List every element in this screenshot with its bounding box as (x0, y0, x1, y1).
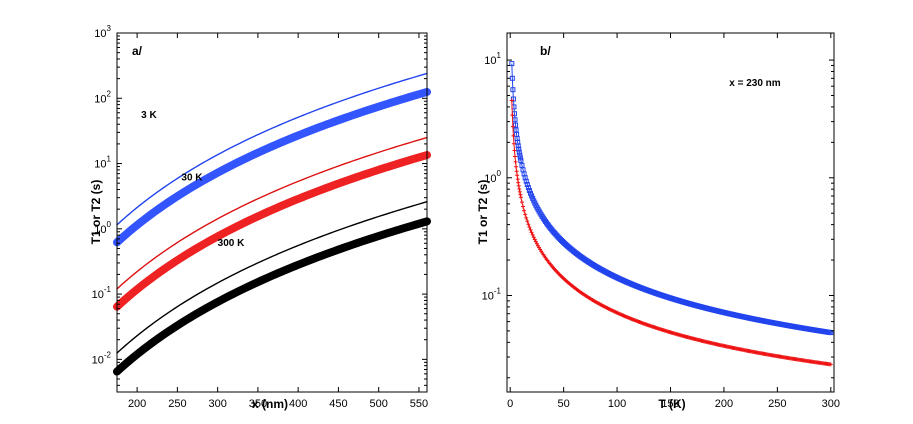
series-t2 (509, 98, 833, 367)
chart-a-annotation-300k: 300 K (218, 238, 245, 249)
x-tick-label: 250 (768, 398, 786, 410)
y-tick-label: 103 (94, 24, 111, 40)
chart-a-annotation-30k: 30 K (181, 172, 203, 183)
chart-b: 0 50 100 150 200 250 300 10-1 100 101 b/ T (K) T1… (476, 32, 840, 411)
x-tick-label: 350 (249, 398, 267, 410)
series-line-t2 (511, 100, 831, 365)
chart-b-series (509, 61, 834, 367)
chart-b-ylabel: T1 or T2 (s) (476, 180, 490, 245)
chart-a-xlabel: x (nm) (252, 397, 288, 411)
x-tick-label: 200 (128, 398, 146, 410)
x-tick-label: 450 (329, 398, 347, 410)
chart-b-axes: 0 50 100 150 200 250 300 10-1 100 101 (482, 32, 840, 410)
chart-b-xlabel: T (K) (658, 397, 685, 411)
y-tick-label: 10-2 (92, 350, 112, 366)
x-tick-label: 150 (661, 398, 679, 410)
y-tick-label: 10-1 (92, 285, 112, 301)
x-tick-label: 300 (208, 398, 226, 410)
y-tick-label: 100 (484, 169, 501, 185)
x-tick-label: 0 (507, 398, 513, 410)
data-point-t1 (526, 188, 532, 194)
data-point-t1 (528, 190, 534, 196)
series-line-t1 (511, 63, 831, 334)
chart-a-annotation-3k: 3 K (141, 110, 157, 121)
x-tick-label: 300 (822, 398, 840, 410)
data-point-t1 (525, 185, 531, 191)
data-point-t1 (524, 182, 530, 187)
y-tick-label: 101 (94, 155, 111, 171)
chart-a-series (113, 72, 431, 376)
x-tick-label: 100 (608, 398, 626, 410)
series-line-t2-30-k (113, 151, 431, 311)
series-line-t2-300-k (113, 217, 431, 376)
x-tick-label: 250 (168, 398, 186, 410)
x-tick-label: 400 (289, 398, 307, 410)
y-tick-label: 101 (484, 51, 501, 67)
series-line-t1-300-k (116, 201, 428, 354)
x-tick-label: 500 (370, 398, 388, 410)
series-line-t1-30-k (116, 136, 428, 290)
data-point-t1 (523, 178, 529, 184)
chart-a-axes: 200 250 300 350 400 450 500 550 10-2 10-1 100 101 10… (92, 24, 429, 410)
series-line-t2-3-k (113, 87, 431, 247)
series-t1 (509, 61, 834, 336)
x-tick-label: 50 (558, 398, 570, 410)
y-tick-label: 102 (94, 89, 111, 105)
y-tick-label: 10-1 (482, 286, 502, 302)
x-tick-label: 200 (715, 398, 733, 410)
chart-b-panel-label: b/ (540, 44, 551, 58)
chart-a: 200 250 300 350 400 450 500 550 10-2 10-1 100 101 10… (89, 24, 431, 411)
x-tick-label: 550 (410, 398, 428, 410)
chart-b-annotation: x = 230 nm (729, 78, 781, 89)
chart-a-panel-label: a/ (132, 44, 143, 58)
y-tick-label: 100 (94, 220, 111, 236)
series-line-t1-3-k (116, 72, 428, 226)
plot-frame (116, 32, 428, 393)
chart-a-ylabel: T1 or T2 (s) (89, 180, 103, 245)
